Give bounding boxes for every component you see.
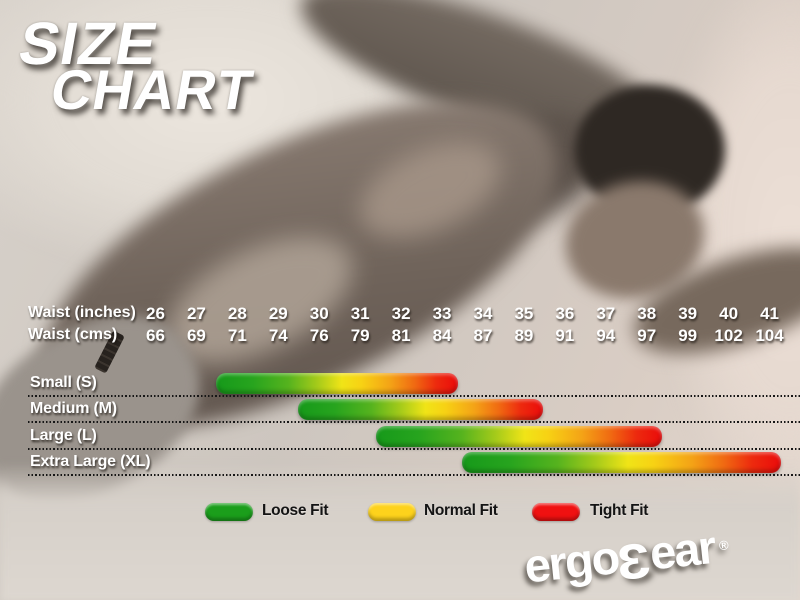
fit-gradient-bar bbox=[216, 373, 458, 394]
fit-gradient-bar bbox=[461, 452, 781, 474]
legend-label: Tight Fit bbox=[590, 502, 649, 519]
legend-swatch bbox=[205, 503, 253, 521]
size-row: Large (L) bbox=[0, 424, 800, 450]
brand-logo-text-post: ear bbox=[647, 519, 717, 580]
waist-value: 34 bbox=[473, 304, 493, 323]
waist-value: 102 bbox=[714, 326, 743, 345]
waist-value: 69 bbox=[186, 326, 206, 345]
waist-value: 97 bbox=[637, 326, 657, 345]
waist-value: 31 bbox=[350, 304, 370, 323]
size-row-label: Medium (M) bbox=[30, 400, 117, 418]
waist-value: 91 bbox=[555, 326, 575, 345]
legend-swatch bbox=[532, 503, 580, 521]
waist-row: Waist (cms) 66 69 71 74 76 79 81 84 87 89 91 94 97 99 1… bbox=[0, 326, 800, 346]
fit-gradient-bar bbox=[375, 425, 663, 447]
size-row-label: Large (L) bbox=[30, 426, 97, 444]
size-range-chart: Small (S) Medium (M) Large (L) Extra Large … bbox=[0, 371, 800, 479]
waist-value: 79 bbox=[350, 326, 370, 345]
waist-value: 38 bbox=[637, 304, 657, 323]
waist-row-values: 66 69 71 74 76 79 81 84 87 89 91 94 97 99 102 104 bbox=[135, 326, 790, 346]
model-chest-highlight bbox=[345, 122, 515, 258]
waist-value: 41 bbox=[760, 304, 779, 323]
brand-logo-w-glyph: 3 bbox=[616, 531, 653, 591]
waist-value: 84 bbox=[432, 326, 452, 345]
size-row: Small (S) bbox=[0, 371, 800, 397]
size-row: Medium (M) bbox=[0, 397, 800, 424]
waist-value: 81 bbox=[391, 326, 411, 345]
model-hair-shape bbox=[575, 85, 725, 215]
waist-value: 27 bbox=[186, 304, 206, 323]
size-row: Extra Large (XL) bbox=[0, 450, 800, 477]
fit-gradient-bar bbox=[298, 399, 544, 421]
size-row-label: Extra Large (XL) bbox=[30, 453, 151, 471]
legend-swatch bbox=[368, 503, 416, 521]
page-title-line2: CHART bbox=[46, 58, 259, 121]
model-neck-shadow-shape bbox=[428, 98, 622, 247]
waist-value: 32 bbox=[391, 304, 411, 323]
model-forearm-shape bbox=[622, 226, 800, 375]
waist-row-label: Waist (inches) bbox=[28, 304, 136, 321]
waist-table: Waist (inches) 26 27 28 29 30 31 32 33 34 35 36 37 38… bbox=[0, 304, 800, 348]
model-abdomen-highlight bbox=[148, 211, 372, 389]
page-title: SIZE CHART bbox=[7, 10, 266, 121]
waist-value: 39 bbox=[678, 304, 698, 323]
waist-value: 35 bbox=[514, 304, 534, 323]
waist-value: 30 bbox=[309, 304, 329, 323]
waist-value: 40 bbox=[719, 304, 739, 323]
model-raised-arm-shape bbox=[283, 0, 687, 184]
legend-label: Loose Fit bbox=[262, 502, 329, 519]
waist-value: 66 bbox=[146, 326, 165, 345]
legend-label: Normal Fit bbox=[424, 502, 498, 519]
brand-logo: ergo3ear® bbox=[522, 517, 732, 593]
waist-row: Waist (inches) 26 27 28 29 30 31 32 33 34 35 36 37 38… bbox=[0, 304, 800, 324]
waist-value: 28 bbox=[227, 304, 247, 323]
waist-value: 89 bbox=[514, 326, 534, 345]
waist-value: 26 bbox=[146, 304, 165, 323]
waist-value: 33 bbox=[432, 304, 452, 323]
model-face-shape bbox=[552, 165, 718, 314]
waist-value: 104 bbox=[755, 326, 784, 345]
waist-value: 99 bbox=[678, 326, 698, 345]
waist-value: 74 bbox=[268, 326, 288, 345]
waist-value: 87 bbox=[473, 326, 493, 345]
registered-trademark-icon: ® bbox=[718, 537, 730, 554]
waist-value: 29 bbox=[268, 304, 288, 323]
waist-row-values: 26 27 28 29 30 31 32 33 34 35 36 37 38 39 40 41 bbox=[135, 304, 790, 324]
waist-value: 71 bbox=[227, 326, 247, 345]
waist-value: 94 bbox=[596, 326, 616, 345]
waist-value: 76 bbox=[309, 326, 329, 345]
waist-value: 37 bbox=[596, 304, 616, 323]
waist-row-label: Waist (cms) bbox=[28, 326, 118, 343]
waist-value: 36 bbox=[555, 304, 575, 323]
dotted-separator bbox=[28, 474, 800, 477]
brand-logo-text-pre: ergo bbox=[521, 530, 621, 593]
size-row-label: Small (S) bbox=[30, 374, 97, 391]
